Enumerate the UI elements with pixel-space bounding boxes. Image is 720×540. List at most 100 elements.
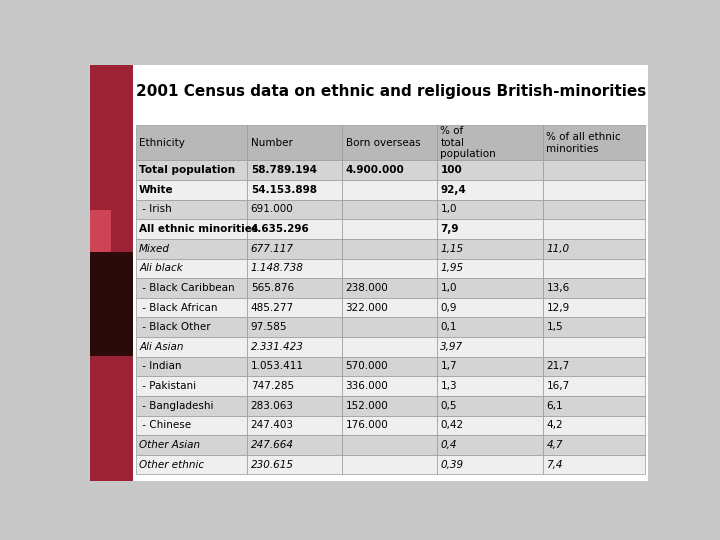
Text: 21,7: 21,7 [546,361,570,372]
Text: 0,5: 0,5 [441,401,457,411]
Bar [136,219,248,239]
Text: - Indian: - Indian [139,361,181,372]
Bar [342,160,437,180]
Bar [248,455,342,474]
Text: 1,0: 1,0 [441,283,457,293]
Bar [248,396,342,415]
Text: - Bangladeshi: - Bangladeshi [139,401,214,411]
Bar [437,200,543,219]
Text: All ethnic minorities: All ethnic minorities [139,224,258,234]
Bar [543,239,645,259]
Bar [543,376,645,396]
Bar [437,435,543,455]
Bar [437,160,543,180]
Bar [136,160,248,180]
Text: 97.585: 97.585 [251,322,287,332]
Text: 570.000: 570.000 [346,361,388,372]
Bar [437,298,543,318]
Text: 58.789.194: 58.789.194 [251,165,317,176]
Bar [136,125,248,160]
Text: 16,7: 16,7 [546,381,570,391]
Bar [136,337,248,356]
Text: Ethnicity: Ethnicity [139,138,185,148]
Text: 747.285: 747.285 [251,381,294,391]
Text: Ali black: Ali black [139,264,183,273]
Bar [437,356,543,376]
Bar [248,180,342,200]
Text: 677.117: 677.117 [251,244,294,254]
Bar [342,239,437,259]
Text: 152.000: 152.000 [346,401,388,411]
Bar [437,239,543,259]
Bar [437,278,543,298]
Text: 7,9: 7,9 [441,224,459,234]
Bar [248,298,342,318]
Bar [543,455,645,474]
Text: 1,7: 1,7 [441,361,457,372]
Bar [543,318,645,337]
Bar [543,298,645,318]
Text: Born overseas: Born overseas [346,138,420,148]
Bar [136,318,248,337]
Bar [543,337,645,356]
Bar [136,396,248,415]
Bar [136,239,248,259]
Bar [543,435,645,455]
Bar [90,252,133,356]
Text: 11,0: 11,0 [546,244,570,254]
Text: 1,95: 1,95 [441,264,464,273]
Text: 3,97: 3,97 [441,342,464,352]
Bar [136,376,248,396]
Bar [136,415,248,435]
Bar [437,318,543,337]
Text: 0,1: 0,1 [441,322,457,332]
Text: Other ethnic: Other ethnic [139,460,204,470]
Text: Total population: Total population [139,165,235,176]
Bar [248,278,342,298]
Bar [342,376,437,396]
Bar [342,125,437,160]
Bar [248,259,342,278]
Text: 230.615: 230.615 [251,460,294,470]
Bar [136,356,248,376]
Bar [437,125,543,160]
Text: 92,4: 92,4 [441,185,466,195]
Text: 4.635.296: 4.635.296 [251,224,310,234]
Bar [342,219,437,239]
Text: - Black African: - Black African [139,302,217,313]
Text: % of
total
population: % of total population [441,126,496,159]
Text: 12,9: 12,9 [546,302,570,313]
Bar [437,396,543,415]
Bar [543,356,645,376]
Bar [342,435,437,455]
Text: - Black Other: - Black Other [139,322,211,332]
Bar [136,298,248,318]
Bar [136,278,248,298]
Text: 4,7: 4,7 [546,440,563,450]
Text: 2.331.423: 2.331.423 [251,342,304,352]
Bar [248,435,342,455]
Bar [90,210,112,252]
Text: 13,6: 13,6 [546,283,570,293]
Bar [248,125,342,160]
Text: 100: 100 [441,165,462,176]
Text: 1.053.411: 1.053.411 [251,361,304,372]
Text: 176.000: 176.000 [346,420,388,430]
Bar [437,455,543,474]
Bar [342,455,437,474]
Text: 0,4: 0,4 [441,440,457,450]
Text: Mixed: Mixed [139,244,170,254]
Bar [342,200,437,219]
Text: Other Asian: Other Asian [139,440,200,450]
Bar [90,65,133,481]
Text: 1,3: 1,3 [441,381,457,391]
Bar [248,318,342,337]
Bar [342,278,437,298]
Bar [248,415,342,435]
Bar [543,180,645,200]
Text: 4.900.000: 4.900.000 [346,165,405,176]
Text: 54.153.898: 54.153.898 [251,185,317,195]
Text: 0,9: 0,9 [441,302,457,313]
Bar [342,180,437,200]
Text: Number: Number [251,138,292,148]
